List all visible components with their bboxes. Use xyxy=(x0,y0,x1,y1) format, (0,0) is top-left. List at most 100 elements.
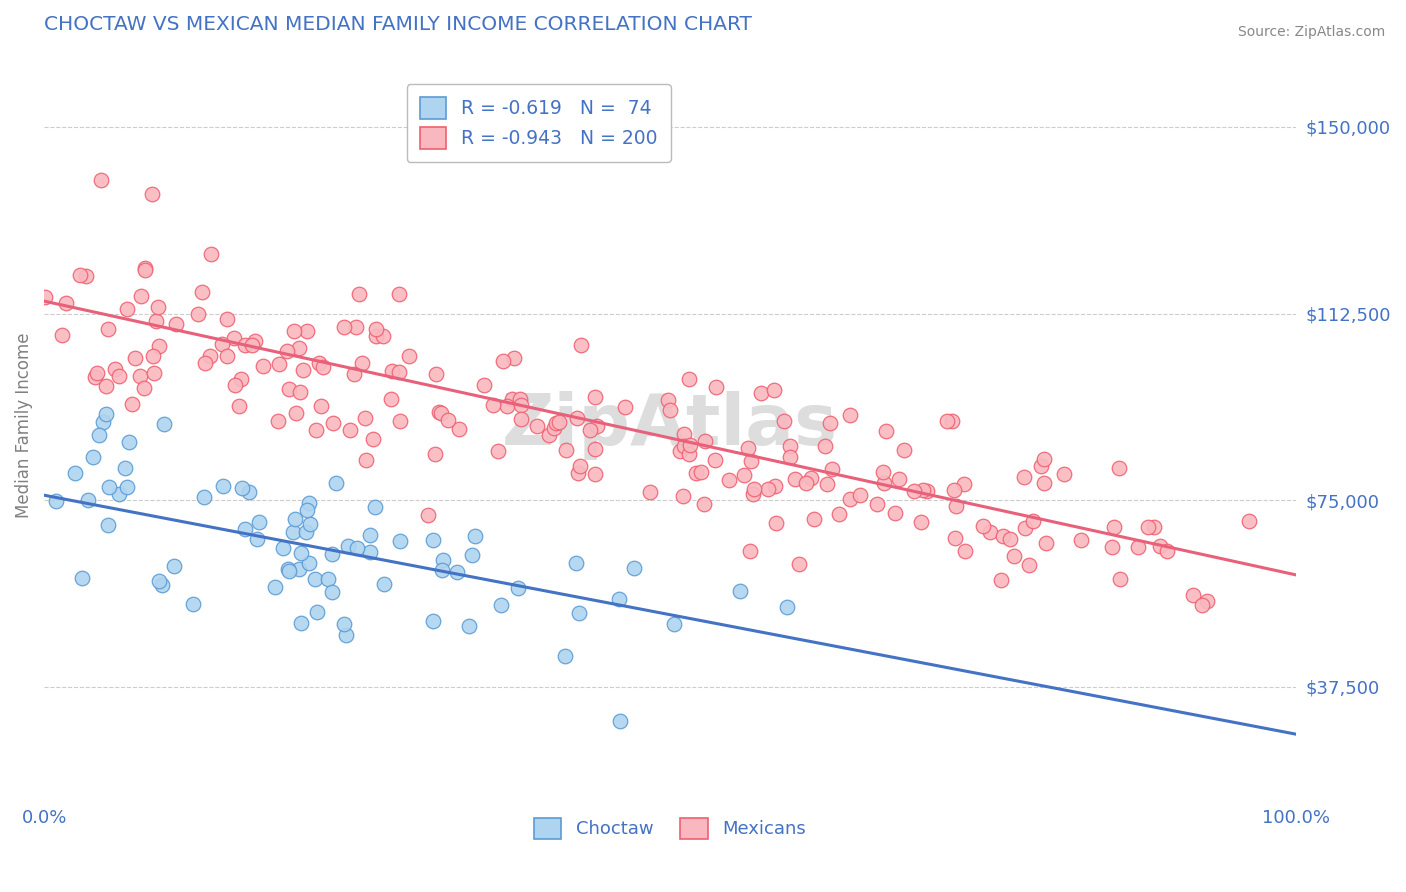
Point xyxy=(128,368,150,383)
Point xyxy=(86,366,108,380)
Point xyxy=(662,616,685,631)
Point xyxy=(246,532,269,546)
Point xyxy=(568,458,591,473)
Point xyxy=(943,531,966,545)
Point xyxy=(489,599,512,613)
Point xyxy=(297,503,319,517)
Point xyxy=(278,382,301,396)
Point xyxy=(418,508,440,522)
Point xyxy=(1032,475,1054,490)
Point xyxy=(364,500,387,514)
Point xyxy=(728,584,751,599)
Point xyxy=(893,442,915,457)
Point xyxy=(359,544,381,558)
Point xyxy=(1014,521,1036,535)
Point xyxy=(623,561,645,575)
Point xyxy=(290,384,312,399)
Point xyxy=(1149,540,1171,554)
Point xyxy=(972,519,994,533)
Point xyxy=(955,544,977,558)
Point xyxy=(430,406,453,420)
Point xyxy=(284,512,307,526)
Point xyxy=(108,487,131,501)
Point xyxy=(281,525,304,540)
Point xyxy=(993,529,1015,543)
Point xyxy=(685,466,707,480)
Point xyxy=(657,392,679,407)
Point xyxy=(200,247,222,261)
Point xyxy=(693,498,716,512)
Point xyxy=(153,417,176,431)
Point xyxy=(150,578,173,592)
Point xyxy=(224,331,246,345)
Point xyxy=(425,367,447,381)
Point xyxy=(163,559,186,574)
Point xyxy=(267,414,290,428)
Point xyxy=(672,489,695,503)
Point xyxy=(94,379,117,393)
Point xyxy=(1053,467,1076,482)
Point xyxy=(243,334,266,348)
Point xyxy=(586,419,609,434)
Point xyxy=(299,517,322,532)
Point xyxy=(70,571,93,585)
Point xyxy=(336,539,359,553)
Point xyxy=(285,406,308,420)
Point xyxy=(228,399,250,413)
Point xyxy=(447,422,470,436)
Point xyxy=(749,386,772,401)
Point xyxy=(491,353,513,368)
Point xyxy=(118,434,141,449)
Point xyxy=(339,423,361,437)
Point xyxy=(142,367,165,381)
Point xyxy=(1136,519,1159,533)
Point xyxy=(884,506,907,520)
Point xyxy=(114,461,136,475)
Point xyxy=(945,499,967,513)
Point xyxy=(267,357,290,371)
Point xyxy=(131,289,153,303)
Point xyxy=(104,362,127,376)
Point xyxy=(458,619,481,633)
Point xyxy=(1035,536,1057,550)
Point xyxy=(89,428,111,442)
Y-axis label: Median Family Income: Median Family Income xyxy=(15,333,32,518)
Point xyxy=(422,615,444,629)
Point xyxy=(613,400,636,414)
Point xyxy=(568,606,591,620)
Point xyxy=(308,356,330,370)
Point xyxy=(380,392,402,406)
Point xyxy=(333,617,356,632)
Point xyxy=(388,287,411,301)
Point xyxy=(1156,543,1178,558)
Point xyxy=(309,400,332,414)
Point xyxy=(361,432,384,446)
Point xyxy=(145,314,167,328)
Point xyxy=(45,494,67,508)
Point xyxy=(181,597,204,611)
Point xyxy=(765,479,787,493)
Point xyxy=(821,461,844,475)
Point xyxy=(96,407,118,421)
Point xyxy=(283,324,305,338)
Point xyxy=(873,475,896,490)
Point xyxy=(115,301,138,316)
Point xyxy=(249,516,271,530)
Point xyxy=(215,349,238,363)
Point xyxy=(215,311,238,326)
Point xyxy=(298,556,321,570)
Point xyxy=(240,338,263,352)
Point xyxy=(252,359,274,373)
Point xyxy=(422,533,444,548)
Point xyxy=(669,444,692,458)
Point xyxy=(1108,572,1130,586)
Point xyxy=(233,522,256,536)
Point xyxy=(321,547,343,561)
Point xyxy=(779,450,801,465)
Point xyxy=(124,351,146,365)
Point xyxy=(373,577,395,591)
Point xyxy=(271,541,294,555)
Point xyxy=(290,546,312,560)
Point xyxy=(1126,540,1149,554)
Point xyxy=(427,405,450,419)
